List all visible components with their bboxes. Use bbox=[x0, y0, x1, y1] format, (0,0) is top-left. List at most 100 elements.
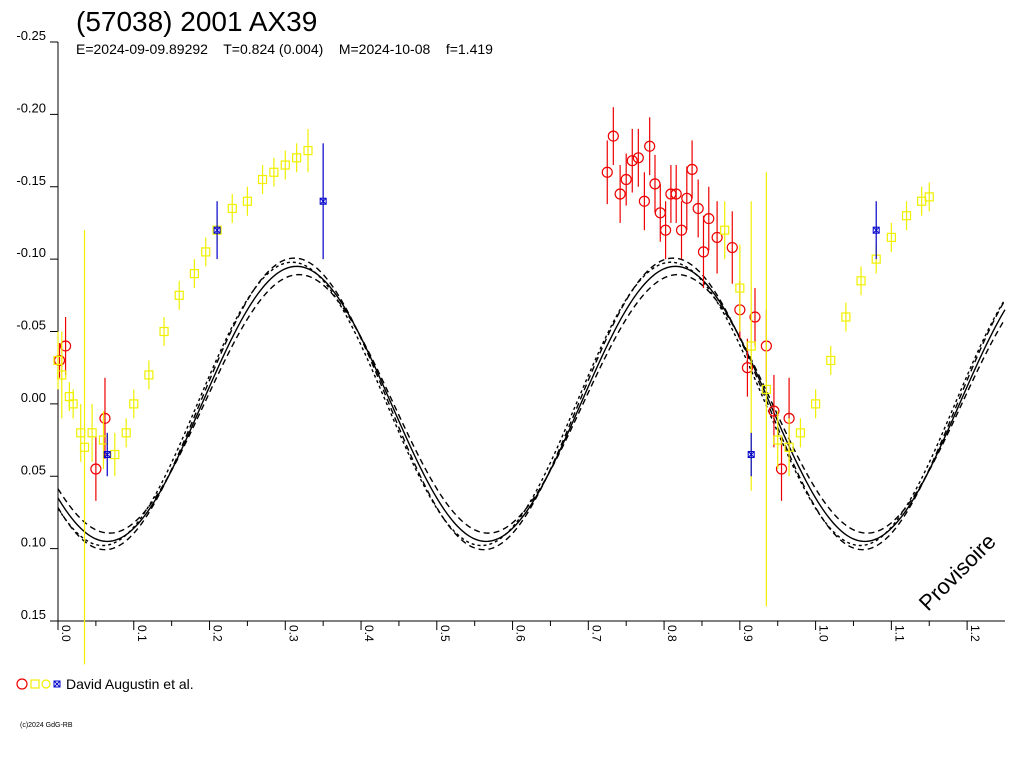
data-point bbox=[159, 326, 169, 337]
data-point bbox=[697, 246, 710, 258]
data-point bbox=[784, 442, 794, 452]
data-point bbox=[99, 412, 111, 424]
data-point bbox=[886, 232, 896, 243]
data-point bbox=[90, 463, 102, 475]
copyright-text: (c)2024 GdG-RB bbox=[20, 722, 73, 729]
x-tick-label: 0.8 bbox=[665, 625, 679, 642]
data-point bbox=[110, 449, 120, 460]
chart-subtitle: E=2024-09-09.89292 T=0.824 (0.004) M=202… bbox=[76, 41, 493, 57]
y-tick-label: -0.05 bbox=[16, 318, 46, 333]
x-tick-label: 0.6 bbox=[514, 625, 528, 642]
legend-markers bbox=[16, 678, 61, 690]
x-tick-label: 1.2 bbox=[968, 625, 982, 642]
y-tick-label: 0.00 bbox=[21, 390, 46, 405]
y-tick-label: 0.10 bbox=[21, 535, 46, 550]
data-point bbox=[201, 247, 211, 257]
data-point bbox=[924, 192, 934, 202]
data-point bbox=[257, 174, 268, 185]
data-point bbox=[670, 188, 682, 200]
data-point bbox=[121, 428, 131, 438]
data-point bbox=[87, 428, 97, 438]
x-tick-label: 1.0 bbox=[817, 625, 831, 642]
data-point bbox=[59, 340, 72, 352]
fit-curves bbox=[57, 257, 1006, 551]
data-point bbox=[761, 384, 771, 394]
data-point bbox=[144, 370, 154, 380]
data-point bbox=[826, 355, 836, 366]
y-tick-label: 0.05 bbox=[21, 462, 46, 477]
y-tick-label: -0.25 bbox=[16, 28, 46, 43]
legend-marker-cross-square bbox=[53, 680, 61, 688]
legend: David Augustin et al. bbox=[16, 676, 194, 692]
data-point bbox=[213, 226, 221, 234]
chart-title: (57038) 2001 AX39 bbox=[76, 6, 317, 37]
data-point bbox=[129, 399, 139, 409]
data-point bbox=[292, 153, 302, 163]
x-tick-label: 0.1 bbox=[135, 625, 149, 642]
fit-curve-envelope bbox=[57, 261, 1006, 547]
data-point bbox=[319, 197, 327, 205]
data-point bbox=[720, 225, 730, 235]
x-tick-label: 0.3 bbox=[286, 625, 300, 642]
data-point bbox=[773, 435, 783, 445]
data-point bbox=[735, 283, 745, 293]
data-point bbox=[746, 341, 756, 351]
data-point bbox=[644, 140, 656, 152]
x-tick-label: 0.2 bbox=[211, 625, 225, 642]
fit-curve bbox=[57, 265, 1006, 543]
fit-curve-lower bbox=[57, 273, 1006, 534]
data-point bbox=[775, 463, 788, 475]
x-tick-label: 0.7 bbox=[589, 625, 603, 642]
data-point bbox=[741, 362, 754, 374]
x-tick-label: 0.0 bbox=[59, 625, 73, 642]
x-tick-label: 0.5 bbox=[438, 625, 452, 642]
data-point bbox=[79, 442, 90, 452]
data-point bbox=[638, 195, 650, 207]
legend-marker-circle bbox=[16, 678, 28, 690]
data-point bbox=[620, 173, 632, 186]
data-point bbox=[632, 152, 644, 164]
x-tick-label: 0.9 bbox=[741, 625, 755, 642]
data-point bbox=[174, 290, 184, 300]
data-point bbox=[269, 167, 279, 177]
data-point bbox=[872, 226, 880, 234]
y-tick-label: -0.10 bbox=[16, 245, 46, 260]
data-point bbox=[189, 269, 199, 279]
data-point bbox=[747, 451, 755, 459]
legend-marker-circle-yellow bbox=[41, 679, 51, 689]
data-point bbox=[614, 188, 626, 200]
y-axis-ticks: -0.25 -0.20 -0.15 -0.10 -0.05 0.00 0.05 0.10 0.1… bbox=[16, 28, 58, 622]
data-point bbox=[57, 370, 67, 380]
legend-marker-square bbox=[30, 679, 40, 689]
data-point bbox=[103, 451, 111, 459]
data-point bbox=[703, 212, 715, 225]
data-point bbox=[686, 163, 698, 175]
x-tick-label: 1.1 bbox=[892, 625, 906, 642]
data-point bbox=[659, 224, 672, 236]
y-tick-label: 0.15 bbox=[21, 607, 46, 622]
data-point bbox=[901, 211, 912, 221]
data-point bbox=[626, 155, 638, 167]
legend-label: David Augustin et al. bbox=[66, 676, 194, 692]
data-point bbox=[303, 145, 313, 156]
data-point bbox=[768, 405, 780, 417]
data-point bbox=[227, 203, 237, 214]
data-point bbox=[692, 202, 704, 215]
data-point bbox=[280, 160, 290, 170]
data-point bbox=[711, 231, 723, 244]
data-point bbox=[607, 130, 619, 142]
data-point bbox=[841, 312, 851, 322]
data-point bbox=[242, 196, 252, 206]
fit-curve-upper bbox=[57, 257, 1006, 551]
data-point bbox=[68, 399, 78, 409]
data-point bbox=[856, 276, 866, 286]
y-tick-label: -0.20 bbox=[16, 100, 46, 115]
data-point bbox=[726, 241, 738, 254]
x-axis-ticks: 0.0 0.1 0.2 0.3 0.4 0.5 0.6 0.7 0.8 0.9 1.0 1.1 1.2 bbox=[57, 621, 982, 642]
data-point bbox=[601, 166, 613, 178]
data-point bbox=[810, 399, 821, 409]
data-point bbox=[749, 311, 761, 323]
y-tick-label: -0.15 bbox=[16, 173, 46, 188]
provisoire-watermark: Provisoire bbox=[914, 529, 1001, 616]
